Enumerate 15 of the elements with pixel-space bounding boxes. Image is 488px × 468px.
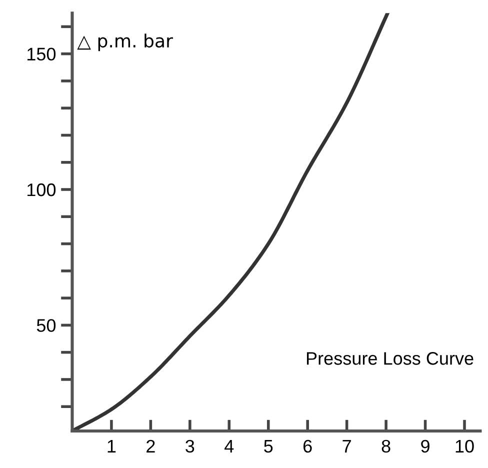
x-tick-label: 5 bbox=[264, 440, 273, 453]
x-tick-label: 1 bbox=[108, 440, 116, 452]
x-tick-label: 7 bbox=[342, 440, 351, 452]
x-tick-label: 2 bbox=[146, 440, 155, 452]
x-tick-label: 8 bbox=[382, 440, 390, 453]
annotation: Pressure Loss Curve bbox=[306, 352, 474, 365]
y-tick-label: 50 bbox=[36, 319, 56, 332]
y-tick-label: 150 bbox=[28, 48, 56, 61]
y-tick-label: 100 bbox=[28, 183, 56, 196]
x-tick-label: 6 bbox=[303, 440, 312, 453]
x-tick-label: 10 bbox=[456, 440, 474, 453]
x-tick-label: 9 bbox=[421, 440, 430, 453]
x-tick-label: 3 bbox=[186, 440, 194, 453]
x-tick-label: 4 bbox=[224, 440, 234, 452]
y-axis-title: △ p.m. bar bbox=[77, 34, 173, 52]
